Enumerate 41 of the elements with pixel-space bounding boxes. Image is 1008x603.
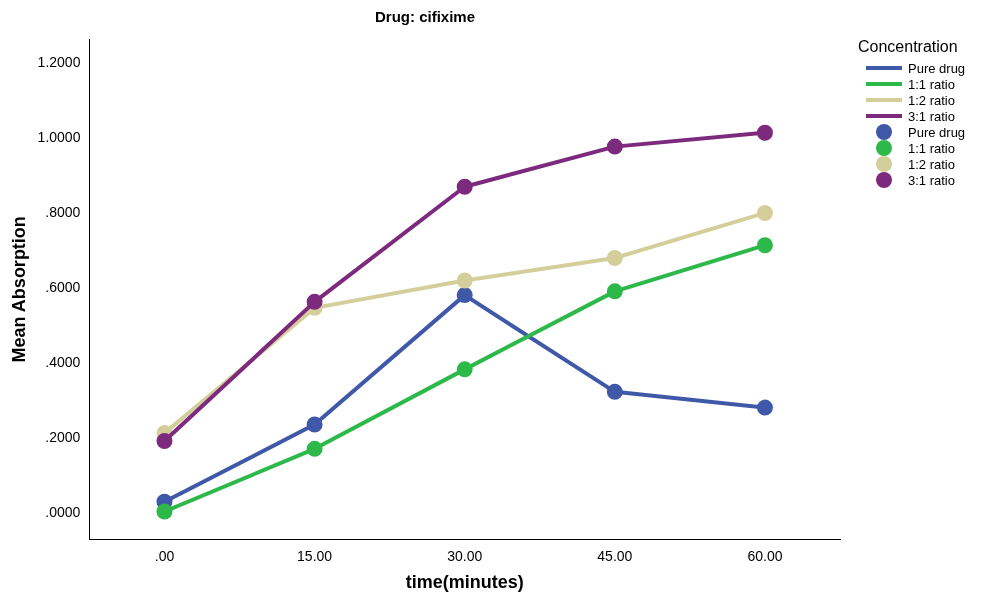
point: [456, 272, 473, 289]
legend-label: 3:1 ratio: [908, 172, 955, 188]
point: [156, 503, 173, 520]
legend-label: 1:2 ratio: [908, 156, 955, 172]
point: [456, 361, 473, 378]
legend-label: 1:1 ratio: [908, 140, 955, 156]
point: [306, 440, 323, 457]
y-tick-label: .6000: [45, 279, 81, 296]
point: [456, 178, 473, 195]
legend-title: Concentration: [858, 38, 959, 56]
text: Pure drug: [908, 60, 966, 76]
y-axis-title: Mean Absorption: [8, 216, 29, 363]
point: [156, 432, 173, 449]
point: [606, 138, 623, 155]
y-tick-label: 1.2000: [37, 54, 81, 71]
point: [606, 283, 623, 300]
point: [756, 237, 773, 254]
x-tick-label: 60.00: [747, 547, 783, 564]
point: [606, 249, 623, 266]
point: [306, 416, 323, 433]
y-tick-label: .0000: [45, 504, 81, 521]
y-tick-label: .2000: [45, 429, 81, 446]
y-tick-label: .4000: [45, 354, 81, 371]
y-tick-label: 1.0000: [37, 129, 81, 146]
y-tick-label: .8000: [45, 204, 81, 221]
point: [606, 383, 623, 400]
text: 3:1 ratio: [908, 108, 955, 124]
point: [756, 204, 773, 221]
point: [456, 287, 473, 304]
x-tick-label: 15.00: [297, 547, 333, 564]
point: [756, 399, 773, 416]
text: 1:1 ratio: [908, 76, 955, 92]
x-tick-label: 30.00: [447, 547, 483, 564]
text: 1:2 ratio: [908, 92, 955, 108]
x-tick-label: 45.00: [597, 547, 633, 564]
point: [306, 293, 323, 310]
point: [756, 124, 773, 141]
x-tick-label: .00: [154, 547, 175, 564]
legend-label: Pure drug: [908, 124, 966, 140]
x-axis-title: time(minutes): [405, 572, 524, 593]
chart-title: Drug: cifixime: [374, 8, 476, 26]
